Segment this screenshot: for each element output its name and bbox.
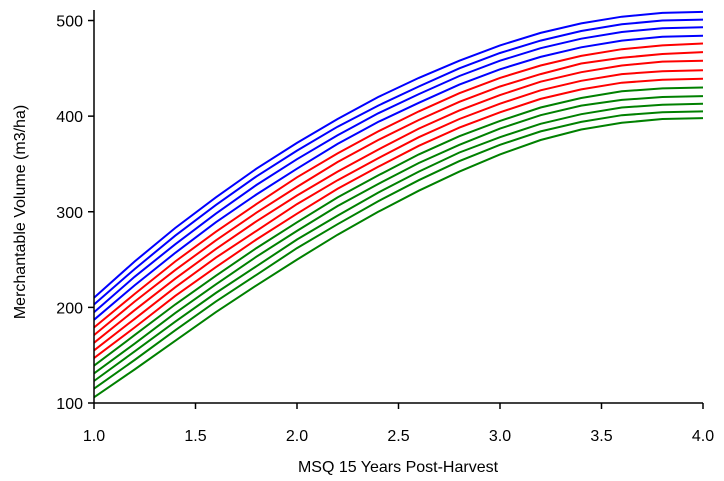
- series-line-8: [93, 69, 704, 352]
- y-tick-label: 500: [56, 14, 83, 31]
- series-line-5: [93, 42, 704, 329]
- series-layer: [93, 10, 704, 399]
- series-line-3: [93, 26, 704, 313]
- x-axis-title: MSQ 15 Years Post-Harvest: [298, 459, 499, 476]
- series-line-13: [93, 110, 704, 390]
- series-line-12: [93, 102, 704, 382]
- series-line-2: [93, 18, 704, 306]
- series-line-1: [93, 10, 704, 299]
- ticks-layer: 1.0 1.5 2.0 2.5 3.0 3.5 4.0 100 200 300 400 500: [56, 14, 714, 445]
- x-tick-label: 2.5: [387, 428, 409, 445]
- y-axis-title: Merchantable Volume (m3/ha): [12, 105, 29, 319]
- series-line-10: [93, 86, 704, 367]
- x-tick-label: 1.0: [83, 428, 105, 445]
- series-line-6: [93, 51, 704, 336]
- y-tick-label: 400: [56, 109, 83, 126]
- series-line-11: [93, 95, 704, 375]
- y-tick-label: 300: [56, 205, 83, 222]
- series-line-7: [93, 59, 704, 344]
- series-line-9: [93, 77, 704, 359]
- x-tick-label: 2.0: [286, 428, 308, 445]
- x-tick-label: 4.0: [692, 428, 714, 445]
- x-tick-label: 3.0: [489, 428, 511, 445]
- y-tick-label: 200: [56, 300, 83, 317]
- series-line-4: [93, 34, 704, 321]
- x-tick-label: 1.5: [184, 428, 206, 445]
- series-line-14: [93, 117, 704, 399]
- x-tick-label: 3.5: [590, 428, 612, 445]
- y-tick-label: 100: [56, 396, 83, 413]
